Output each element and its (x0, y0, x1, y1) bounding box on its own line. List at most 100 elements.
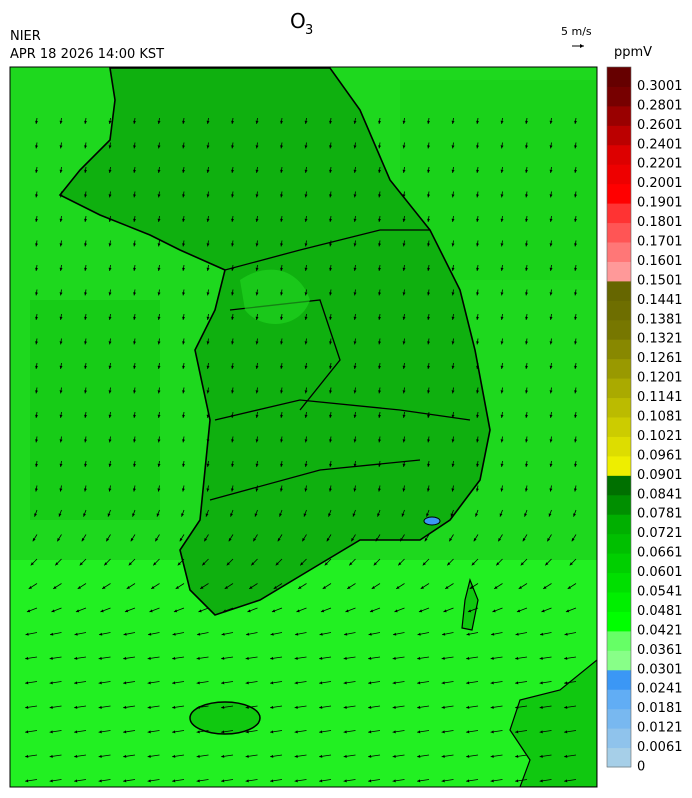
wind-arrowhead (443, 609, 447, 613)
colorbar-label: 0.0181 (637, 701, 683, 716)
wind-arrowhead (108, 169, 112, 173)
wind-arrowhead (500, 488, 504, 492)
wind-arrowhead (255, 316, 259, 320)
wind-arrowhead (467, 609, 472, 613)
wind-arrowhead (35, 463, 39, 467)
wind-arrowhead (525, 365, 529, 369)
wind-arrowhead (427, 341, 431, 345)
wind-arrowhead (108, 243, 112, 247)
wind-arrowhead (157, 316, 161, 320)
wind-arrowhead (303, 513, 307, 517)
wind-arrowhead (392, 705, 396, 709)
wind-arrowhead (123, 754, 127, 758)
wind-arrowhead (574, 243, 578, 247)
wind-arrowhead (525, 267, 529, 271)
wind-arrowhead (157, 169, 161, 173)
wind-arrowhead (255, 145, 259, 149)
wind-arrowhead (108, 390, 112, 394)
wind-arrowhead (451, 463, 455, 467)
wind-arrowhead (402, 169, 406, 173)
colorbar-label: 0.1801 (637, 215, 683, 230)
colorbar-swatch (607, 572, 631, 593)
wind-arrowhead (574, 145, 578, 149)
wind-arrowhead (156, 513, 160, 517)
wind-arrowhead (59, 488, 63, 492)
wind-arrowhead (396, 585, 400, 589)
wind-arrowhead (525, 414, 529, 418)
colorbar-label: 0.0541 (637, 585, 683, 600)
wind-arrowhead (515, 779, 519, 783)
colorbar-label: 0.0421 (637, 623, 683, 638)
wind-arrowhead (304, 169, 308, 173)
wind-arrowhead (402, 463, 406, 467)
wind-arrowhead (378, 243, 382, 247)
wind-arrowhead (59, 390, 63, 394)
wind-arrowhead (329, 120, 333, 124)
colorbar-label: 0.0481 (637, 604, 683, 619)
colorbar-swatch (607, 358, 631, 379)
wind-arrowhead (574, 414, 578, 418)
wind-arrowhead (500, 341, 504, 345)
colorbar-label: 0.3001 (637, 79, 683, 94)
wind-arrowhead (394, 609, 398, 613)
wind-arrowhead (133, 169, 137, 173)
wind-arrowhead (157, 414, 161, 418)
wind-arrowhead (35, 169, 39, 173)
wind-arrowhead (304, 341, 308, 345)
wind-arrowhead (155, 538, 159, 542)
wind-arrowhead (231, 194, 235, 198)
wind-arrowhead (320, 609, 325, 613)
wind-arrowhead (59, 439, 63, 443)
wind-arrowhead (231, 414, 235, 418)
colorbar-swatch (607, 455, 631, 476)
wind-arrowhead (133, 120, 137, 124)
wind-arrowhead (500, 267, 504, 271)
wind-field (25, 117, 578, 783)
wind-arrowhead (319, 754, 323, 758)
colorbar-label: 0.1501 (637, 273, 683, 288)
wind-arrowhead (427, 145, 431, 149)
colorbar-label: 0.2401 (637, 137, 683, 152)
wind-arrowhead (473, 538, 477, 542)
wind-arrowhead (108, 439, 112, 443)
wind-arrowhead (196, 754, 200, 758)
wind-arrowhead (476, 145, 480, 149)
wind-arrowhead (108, 194, 112, 198)
wind-arrowhead (271, 609, 276, 613)
wind-arrowhead (353, 292, 357, 296)
wind-arrowhead (255, 488, 259, 492)
wind-arrowhead (466, 754, 470, 758)
wind-arrowhead (280, 439, 284, 443)
colorbar-label: 0.0721 (637, 526, 683, 541)
wind-arrowhead (375, 538, 379, 542)
wind-arrowhead (378, 218, 382, 222)
wind-arrowhead (108, 316, 112, 320)
wind-arrowhead (524, 513, 527, 517)
colorbar-label: 0.2201 (637, 157, 683, 172)
wind-arrowhead (221, 705, 225, 709)
wind-arrowhead (549, 169, 553, 173)
wind-arrowhead (471, 562, 475, 566)
wind-scale: 5 m/s (561, 25, 592, 38)
wind-arrowhead (247, 609, 251, 613)
wind-arrowhead (402, 316, 406, 320)
wind-arrowhead (451, 292, 455, 296)
wind-arrowhead (84, 218, 88, 222)
wind-arrowhead (35, 341, 39, 345)
wind-arrowhead (231, 145, 235, 149)
colorbar-swatch (607, 650, 631, 671)
wind-arrowhead (126, 585, 131, 589)
wind-arrowhead (206, 341, 210, 345)
wind-arrowhead (35, 243, 39, 247)
wind-arrowhead (205, 513, 209, 517)
colorbar-swatch (607, 86, 631, 107)
wind-arrowhead (515, 705, 519, 709)
wind-arrowhead (59, 194, 63, 198)
wind-arrowhead (402, 414, 406, 418)
wind-arrowhead (280, 194, 284, 198)
wind-arrowhead (84, 243, 88, 247)
wind-arrowhead (402, 145, 406, 149)
colorbar-label: 0.2801 (637, 98, 683, 113)
wind-arrowhead (368, 681, 372, 685)
colorbar-label: 0.1701 (637, 235, 683, 250)
